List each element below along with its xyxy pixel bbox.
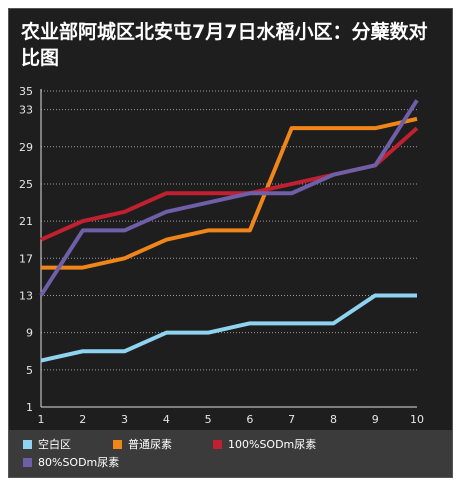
y-tick-label-33: 33 — [19, 104, 33, 117]
tick-label-layer: 1 5 9 13 17 21 25 29 33 35 1 2 3 4 5 6 7 8 9 10 — [19, 85, 424, 426]
legend-item-2: 普通尿素 — [113, 436, 172, 452]
series-line-1 — [40, 293, 417, 363]
y-tick-label-9: 9 — [26, 327, 33, 340]
legend-label: 空白区 — [38, 438, 71, 451]
legend-item-3: 100%SODm尿素 — [213, 436, 316, 452]
legend-label: 普通尿素 — [128, 438, 172, 451]
x-tick-label-2: 2 — [79, 413, 86, 426]
legend: 空白区 普通尿素 100%SODm尿素 80%SODm尿素 — [9, 430, 452, 477]
chart-title: 农业部阿城区北安屯7月7日水稻小区：分蘖数对比图 — [21, 21, 428, 69]
y-tick-label-25: 25 — [19, 178, 33, 191]
series-line-3 — [40, 126, 419, 242]
legend-label: 100%SODm尿素 — [228, 438, 317, 451]
legend-swatch — [213, 439, 222, 449]
chart-frame: 农业部阿城区北安屯7月7日水稻小区：分蘖数对比图 1 5 9 13 17 21 25 29 33… — [8, 8, 453, 478]
y-tick-label-21: 21 — [19, 215, 33, 228]
legend-swatch — [113, 439, 122, 449]
x-tick-label-1: 1 — [38, 413, 45, 426]
x-tick-label-8: 8 — [330, 413, 337, 426]
axis-layer — [40, 89, 417, 408]
series-line-2 — [41, 116, 418, 270]
legend-swatch — [23, 457, 32, 467]
legend-swatch — [23, 439, 32, 449]
series-line-4 — [39, 99, 419, 297]
x-tick-label-6: 6 — [246, 413, 253, 426]
series-layer — [39, 99, 419, 363]
y-tick-label-35: 35 — [19, 85, 33, 98]
y-tick-label-5: 5 — [26, 364, 33, 377]
legend-item-4: 80%SODm尿素 — [23, 454, 119, 470]
x-tick-label-3: 3 — [121, 413, 128, 426]
x-tick-label-10: 10 — [410, 413, 424, 426]
legend-item-1: 空白区 — [23, 436, 71, 452]
x-tick-label-5: 5 — [205, 413, 212, 426]
y-tick-label-29: 29 — [19, 141, 33, 154]
x-tick-label-7: 7 — [288, 413, 295, 426]
x-tick-label-4: 4 — [163, 413, 170, 426]
chart-plot: 1 5 9 13 17 21 25 29 33 35 1 2 3 4 5 6 7 8 9 10 — [19, 85, 424, 426]
legend-label: 80%SODm尿素 — [38, 456, 120, 469]
y-tick-label-17: 17 — [19, 252, 33, 265]
y-tick-label-13: 13 — [19, 289, 33, 302]
x-tick-label-9: 9 — [372, 413, 379, 426]
y-tick-label-1: 1 — [26, 401, 33, 414]
